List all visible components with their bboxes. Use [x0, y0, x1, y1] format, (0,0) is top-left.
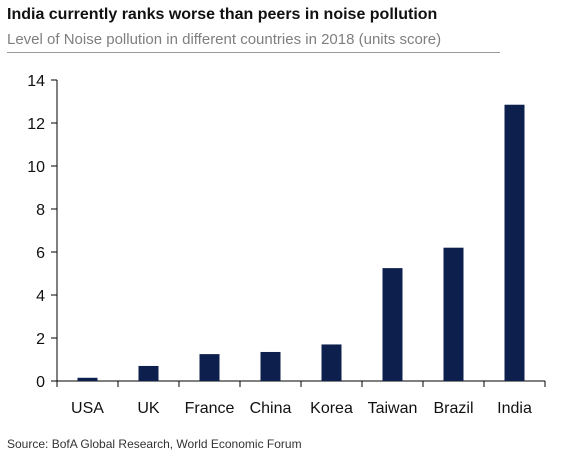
- x-category-label: Taiwan: [368, 400, 418, 417]
- bar-india: [504, 104, 525, 381]
- source-note: Source: BofA Global Research, World Econ…: [7, 437, 302, 451]
- x-axis: USA UK France China Korea Taiwan Brazil India: [56, 380, 546, 417]
- x-category-label: Brazil: [433, 400, 473, 417]
- bar-uk: [138, 365, 159, 381]
- y-tick-label: 14: [27, 73, 45, 90]
- bar-france: [199, 354, 220, 381]
- bar-china: [260, 351, 281, 381]
- chart-subtitle: Level of Noise pollution in different co…: [7, 31, 442, 48]
- x-category-label: USA: [71, 400, 104, 417]
- y-tick-label: 6: [36, 245, 45, 262]
- x-category-label: India: [497, 400, 532, 417]
- y-axis: 0 2 4 6 8 10 12 14: [27, 73, 58, 391]
- bar-usa: [77, 377, 98, 381]
- x-category-label: Korea: [310, 400, 353, 417]
- bar-taiwan: [382, 268, 403, 381]
- x-category-label: China: [250, 400, 292, 417]
- bars: [77, 104, 525, 381]
- y-tick-label: 4: [36, 288, 45, 305]
- bar-korea: [321, 344, 342, 381]
- title-divider: [7, 52, 500, 53]
- y-tick-label: 12: [27, 116, 45, 133]
- y-tick-label: 0: [36, 374, 45, 391]
- x-category-label: France: [185, 400, 235, 417]
- y-tick-label: 10: [27, 159, 45, 176]
- chart-title: India currently ranks worse than peers i…: [7, 6, 438, 23]
- y-tick-label: 2: [36, 331, 45, 348]
- x-category-label: UK: [137, 400, 160, 417]
- y-tick-label: 8: [36, 202, 45, 219]
- bar-brazil: [443, 247, 464, 381]
